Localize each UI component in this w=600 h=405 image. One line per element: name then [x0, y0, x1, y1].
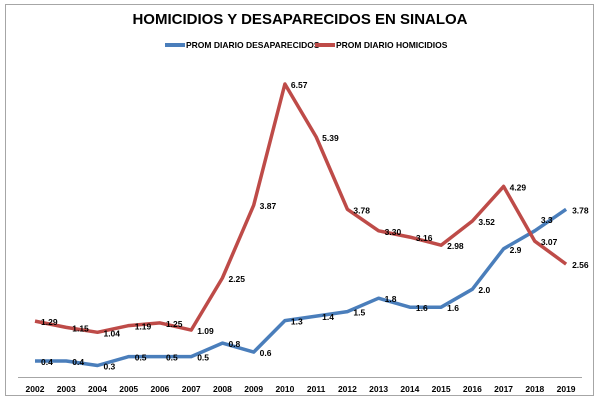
x-tick-labels: 2002 2003 2004 2005 2006 2007 2008 2009 2010 2011… — [26, 384, 576, 394]
data-label: 2.25 — [228, 274, 245, 284]
data-label: 1.5 — [353, 308, 365, 318]
data-label: 2.56 — [572, 260, 589, 270]
data-label: 0.8 — [228, 339, 240, 349]
x-tick-label: 2004 — [88, 384, 107, 394]
x-tick-label: 2013 — [369, 384, 388, 394]
data-label: 1.19 — [135, 322, 152, 332]
data-label: 0.5 — [135, 353, 147, 363]
chart-frame — [5, 4, 594, 396]
data-label: 0.4 — [41, 357, 53, 367]
x-tick-label: 2008 — [213, 384, 232, 394]
series-line-desaparecidos — [35, 207, 568, 368]
data-label: 3.78 — [353, 205, 370, 215]
x-tick-label: 2016 — [463, 384, 482, 394]
data-label: 3.07 — [541, 237, 558, 247]
data-label: 2.0 — [478, 285, 490, 295]
data-label: 1.04 — [103, 328, 120, 338]
data-label: 4.29 — [510, 182, 527, 192]
x-tick-label: 2014 — [400, 384, 419, 394]
data-label: 1.6 — [416, 303, 428, 313]
data-label: 0.6 — [260, 348, 272, 358]
data-label: 1.15 — [72, 323, 89, 333]
x-tick-label: 2010 — [275, 384, 294, 394]
series-lines — [34, 82, 568, 368]
x-tick-label: 2017 — [494, 384, 513, 394]
data-labels: 0.4 0.4 0.3 0.5 0.5 0.5 0.8 0.6 1.3 1.4 1.5 1.8 1.6 1… — [41, 80, 589, 372]
x-tick-label: 2018 — [525, 384, 544, 394]
data-label: 0.3 — [103, 362, 115, 372]
data-label: 6.57 — [291, 80, 308, 90]
x-tick-label: 2006 — [150, 384, 169, 394]
data-label: 3.3 — [541, 215, 553, 225]
data-label: 1.8 — [385, 294, 397, 304]
data-label: 1.29 — [41, 317, 58, 327]
x-tick-label: 2019 — [557, 384, 576, 394]
legend-label-homicidios: PROM DIARIO HOMICIDIOS — [336, 40, 448, 50]
x-tick-label: 2007 — [182, 384, 201, 394]
x-tick-label: 2009 — [244, 384, 263, 394]
x-tick-label: 2012 — [338, 384, 357, 394]
x-tick-label: 2003 — [57, 384, 76, 394]
data-label: 0.4 — [72, 357, 84, 367]
data-label: 1.09 — [197, 326, 214, 336]
data-label: 3.78 — [572, 205, 589, 215]
data-label: 3.16 — [416, 233, 433, 243]
data-label: 1.4 — [322, 312, 334, 322]
data-label: 1.3 — [291, 317, 303, 327]
data-label: 1.25 — [166, 319, 183, 329]
x-tick-label: 2002 — [26, 384, 45, 394]
chart-title: HOMICIDIOS Y DESAPARECIDOS EN SINALOA — [132, 11, 467, 28]
legend: PROM DIARIO DESAPARECIDOS PROM DIARIO HO… — [165, 40, 448, 50]
legend-label-desaparecidos: PROM DIARIO DESAPARECIDOS — [186, 40, 320, 50]
data-label: 1.6 — [447, 303, 459, 313]
x-tick-label: 2005 — [119, 384, 138, 394]
data-label: 0.5 — [197, 353, 209, 363]
data-label: 3.87 — [260, 201, 277, 211]
data-label: 0.5 — [166, 353, 178, 363]
data-label: 3.30 — [385, 227, 402, 237]
data-label: 2.98 — [447, 241, 464, 251]
data-label: 3.52 — [478, 217, 495, 227]
x-tick-label: 2011 — [307, 384, 326, 394]
series-line-homicidios — [34, 82, 568, 335]
data-label: 2.9 — [510, 245, 522, 255]
data-label: 5.39 — [322, 133, 339, 143]
x-tick-label: 2015 — [432, 384, 451, 394]
